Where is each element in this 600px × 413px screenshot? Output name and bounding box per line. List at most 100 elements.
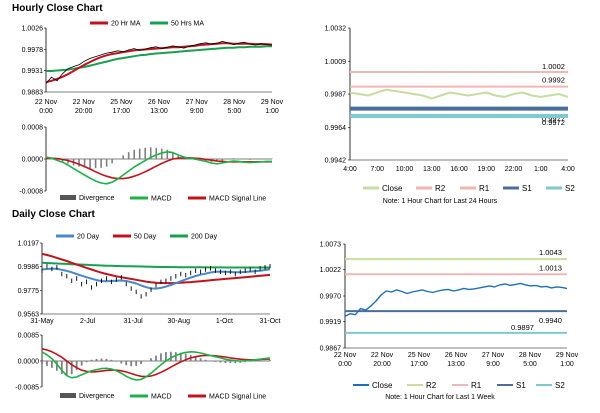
y-tick-label: 0.0000 [22,157,44,164]
daily-pivot-x-tick-label: 26 Nov [445,352,468,359]
y-tick-label: 1.0032 [325,26,347,33]
level-label-s2: 0.9897 [511,323,534,332]
hourly-x-tick-label: 22 Nov [73,99,96,106]
legend-200-day-label: 200 Day [191,234,218,241]
legend-20-day-label: 20 Day [77,234,100,241]
series-line-hourly-close [45,41,273,84]
y-tick-label: 0.9931 [22,68,44,75]
hourly-pivot-x-tick-label: 4:00 [343,166,357,173]
y-tick-label: 0.9919 [320,319,342,326]
daily-x-tick-label: 30-Aug [168,318,191,325]
legend-20hr-ma-label: 20 Hr MA [111,21,141,28]
legend-daily-divergence-swatch [60,393,76,398]
hourly-pivot-x-tick-label: 16:00 [450,166,468,173]
legend-divergence-label: Divergence [79,195,115,202]
legend-close-daily-label: Close [372,381,393,390]
y-tick-label: 0.9563 [18,312,40,319]
hourly-x-tick-label: 27 Nov [186,99,209,106]
legend-daily-macd-signal-label: MACD Signal Line [209,394,266,401]
legend-macd-label: MACD [151,196,172,203]
series-line-20hr-ma [45,42,273,84]
hourly-pivot-x-tick-label: 1:00 [534,166,548,173]
hourly-pivot-x-tick-label: 22:00 [505,166,523,173]
level-label-s2: 0.9972 [542,118,565,127]
legend-50hrs-ma-label: 50 Hrs MA [171,21,204,28]
y-tick-label: 0.0085 [18,333,40,340]
hourly-x-tick-label: 25 Nov [110,99,133,106]
legend-daily-divergence-label: Divergence [79,393,115,400]
hourly-x-tick-label: 17:00 [113,108,131,115]
hourly-x-tick-label: 0:00 [39,108,53,115]
series-line-macd [45,151,272,185]
hourly-section-title: Hourly Close Chart [12,3,103,14]
hourly-pivot-x-tick-label: 4:00 [561,166,575,173]
hourly-pivot-x-tick-label: 13:00 [423,166,441,173]
series-line-200-day [41,261,270,269]
y-tick-label: 0.9883 [22,90,44,97]
hourly-x-tick-label: 13:00 [150,108,168,115]
daily-pivot-x-tick-label: 28 Nov [519,352,542,359]
legend-s1-daily-label: S1 [516,381,526,390]
daily-pivot-x-tick-label: 17:00 [410,361,428,368]
legend-daily-macd-label: MACD [151,394,172,401]
series-line-daily-macd [41,350,271,381]
legend-s2-hourly-label: S2 [565,184,575,193]
legend-50-day-label: 50 Day [134,234,157,241]
legend-macd-signal-label: MACD Signal Line [209,196,266,203]
daily-pivot-x-tick-label: 27 Nov [482,352,505,359]
y-tick-label: 0.9964 [325,125,347,132]
hourly-x-tick-label: 5:00 [228,108,242,115]
hourly-x-tick-label: 20:00 [75,108,93,115]
series-line-20-day [41,267,271,290]
daily-pivot-x-tick-label: 22 Nov [334,352,357,359]
hourly-pivot-note: Note: 1 Hour Chart for Last 24 Hours [383,198,498,205]
series-line-close-daily-pivot [344,282,568,317]
series-line-50hrs-ma [46,45,272,72]
level-label-r2: 1.0002 [542,62,565,71]
series-line-close-hourly-pivot [349,88,569,100]
hourly-x-tick-label: 26 Nov [148,99,171,106]
legend-divergence-swatch [60,195,76,200]
y-tick-label: -0.0085 [15,385,39,392]
hourly-x-tick-label: 29 Nov [261,99,284,106]
hourly-pivot-x-tick-label: 7:00 [370,166,384,173]
legend-s1-hourly-label: S1 [522,184,532,193]
y-tick-label: -0.0008 [19,189,43,196]
hourly-x-tick-label: 9:00 [190,108,204,115]
series-line-50-day [41,252,271,285]
y-tick-label: 0.9987 [325,92,347,99]
daily-x-tick-label: 2-Jul [80,318,96,325]
daily-x-tick-label: 31-Jul [124,318,144,325]
daily-pivot-note: Note: 1 Hour Chart for Last 1 Week [385,394,495,401]
legend-r1-hourly-label: R1 [479,184,490,193]
daily-pivot-x-tick-label: 5:00 [523,361,537,368]
y-tick-label: 0.9978 [22,47,44,54]
level-label-s1: 0.9940 [539,316,562,325]
hourly-x-tick-label: 1:00 [265,108,279,115]
daily-x-tick-label: 1-Oct [216,318,233,325]
y-tick-label: 0.0008 [22,125,44,132]
level-label-r1: 0.9992 [542,76,565,85]
hourly-pivot-x-tick-label: 10:00 [396,166,414,173]
daily-pivot-x-tick-label: 20:00 [373,361,391,368]
hourly-x-tick-label: 28 Nov [223,99,246,106]
legend-r2-daily-label: R2 [426,381,437,390]
y-tick-label: 1.0022 [320,267,342,274]
legend-r2-hourly-label: R2 [435,184,446,193]
series-line-daily-macd-signal [41,348,271,378]
y-tick-label: 0.9986 [18,264,40,271]
daily-pivot-x-tick-label: 29 Nov [556,352,579,359]
y-tick-label: 0.0000 [18,359,40,366]
daily-pivot-x-tick-label: 0:00 [338,361,352,368]
y-tick-label: 0.9942 [325,158,347,165]
daily-x-tick-label: 31-May [30,318,54,325]
y-tick-label: 1.0197 [18,241,40,248]
daily-pivot-x-tick-label: 13:00 [447,361,465,368]
y-tick-label: 0.9970 [320,294,342,301]
daily-section-title: Daily Close Chart [12,209,95,220]
level-label-s1: 0.9977 [542,115,565,124]
level-label-r2: 1.0043 [539,248,562,257]
daily-pivot-x-tick-label: 9:00 [486,361,500,368]
legend-r1-daily-label: R1 [471,381,482,390]
